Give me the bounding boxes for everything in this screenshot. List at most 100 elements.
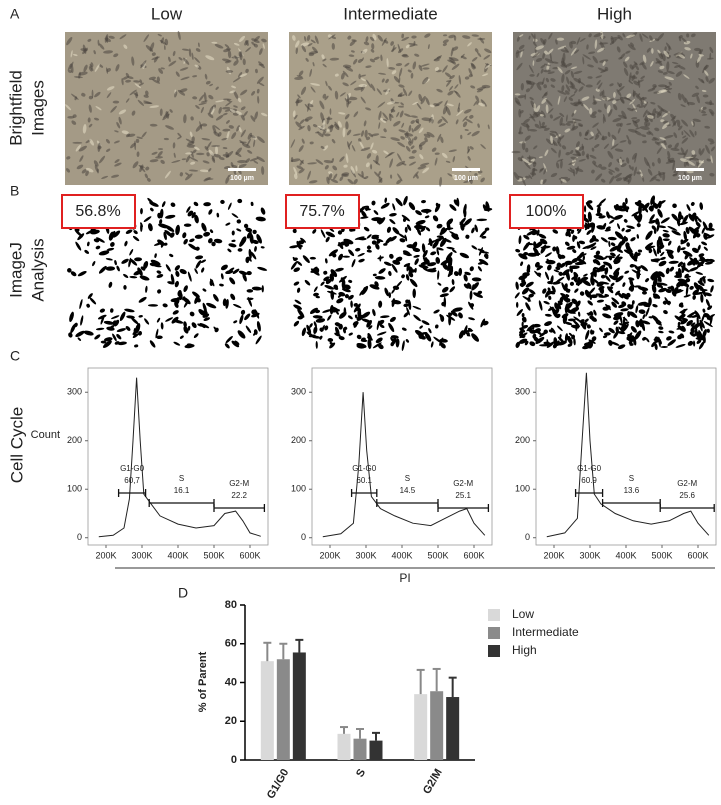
cell-mask [326,290,337,295]
legend-swatch [488,627,500,639]
cell [518,108,522,118]
cell-mask [660,217,670,224]
cell [603,113,606,122]
cell [189,156,199,162]
cell [245,158,250,164]
cell-mask [692,289,700,296]
cell-mask [705,313,711,321]
cell-mask [347,315,353,320]
cell [290,157,294,163]
cell [131,110,136,116]
cell [73,53,78,57]
cell-mask [324,285,335,290]
cell [709,172,715,177]
cell [654,127,660,132]
cell [608,161,612,168]
gate-name: S [629,474,634,483]
x-tick-label: G1/G0 [265,767,292,801]
cell [413,123,422,132]
cell-mask [675,344,686,348]
cell [448,85,454,91]
cell-mask [564,296,569,302]
cell [525,147,529,153]
cell-mask [371,200,376,206]
cell-mask [685,227,690,235]
cell-mask [469,266,474,272]
cell-mask [575,322,578,332]
cell [377,34,384,42]
cell-mask [645,307,650,317]
cell-mask [552,281,561,285]
cell [646,47,651,53]
cell [149,123,158,127]
cell [566,121,577,124]
cell [521,158,530,164]
cell [672,118,676,126]
cell [226,120,230,124]
legend-label: Low [512,607,534,621]
cell [396,160,406,167]
cell-mask [622,282,626,287]
cell-mask [68,332,73,338]
cell [215,100,224,103]
cell-mask [313,326,318,334]
cell-mask [237,198,243,204]
cell [627,44,636,51]
cell-mask [338,336,345,341]
y-tick-label: 200 [515,435,530,445]
cell-mask [629,264,635,268]
cell-mask [593,309,597,316]
cell [629,98,636,105]
cell [478,102,486,107]
cell [223,112,228,116]
confluence-box [285,194,360,229]
cell [239,35,246,42]
cell [405,145,411,152]
cell-mask [422,257,430,263]
cell-mask [521,316,527,323]
cell [240,89,248,96]
cell [565,122,571,126]
cell [704,101,715,105]
cell [469,114,474,119]
cell-mask [124,308,135,313]
cell [138,82,144,86]
cell [201,123,208,127]
cell [436,88,443,93]
cell [578,158,586,162]
cell [650,174,658,180]
cell [226,130,230,141]
cell-mask [478,247,483,256]
cell [180,76,190,81]
cell-mask [435,324,439,329]
cell [622,33,626,38]
cell-mask [252,229,257,235]
cell [480,177,485,183]
cell-mask [294,299,302,305]
cell-mask [525,302,531,311]
cell [422,167,430,174]
cell [151,56,160,60]
cell [602,89,605,100]
cell-mask [680,215,684,220]
cell [555,39,558,45]
cell [199,169,209,173]
gate-value: 60.9 [581,476,597,485]
cell [566,76,570,85]
cell-mask [170,273,175,285]
cell [463,108,472,114]
cell [627,139,632,145]
cell-mask [683,230,687,241]
cell [125,72,130,78]
cell [694,47,701,52]
cell-mask [544,321,552,327]
cell-mask [403,195,408,206]
cell [556,37,565,41]
cell [253,160,259,164]
cell [103,50,113,54]
cell [88,95,93,100]
cell [365,65,372,69]
cell [390,137,401,141]
cell [185,138,194,144]
